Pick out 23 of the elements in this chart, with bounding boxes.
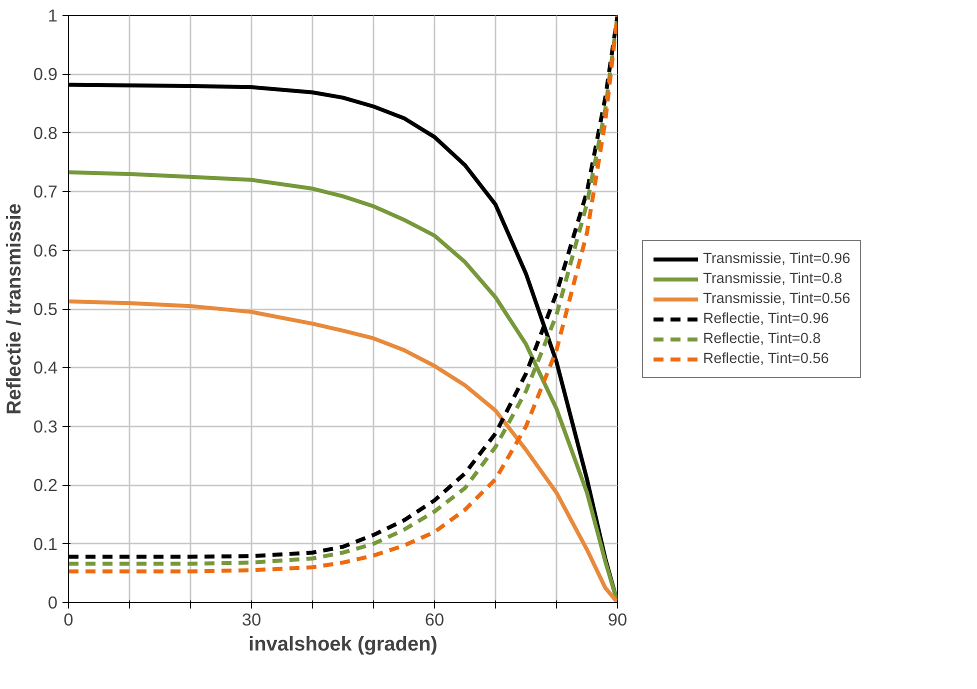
legend-label: Transmissie, Tint=0.8 bbox=[703, 270, 842, 286]
y-tick-label: 0.8 bbox=[33, 122, 58, 143]
x-tick-label: 30 bbox=[242, 610, 262, 630]
legend-label: Reflectie, Tint=0.8 bbox=[703, 330, 821, 346]
x-tick-label: 60 bbox=[424, 610, 444, 630]
y-tick-label: 0.5 bbox=[33, 299, 58, 319]
y-tick-label: 0.7 bbox=[33, 182, 58, 202]
y-tick-label: 0.1 bbox=[33, 534, 58, 554]
y-tick-label: 0.9 bbox=[33, 64, 58, 84]
y-tick-label: 0.2 bbox=[33, 475, 58, 496]
x-tick-label: 0 bbox=[64, 610, 74, 630]
y-tick-label: 0.3 bbox=[33, 416, 58, 436]
y-axis-title: Reflectie / transmissie bbox=[3, 203, 26, 415]
legend-label: Transmissie, Tint=0.56 bbox=[703, 290, 850, 306]
x-axis-title: invalshoek (graden) bbox=[248, 634, 438, 656]
legend-label: Reflectie, Tint=0.96 bbox=[703, 310, 829, 326]
x-tick-label: 90 bbox=[608, 610, 628, 630]
legend-label: Reflectie, Tint=0.56 bbox=[703, 350, 829, 366]
legend-label: Transmissie, Tint=0.96 bbox=[703, 250, 850, 266]
y-tick-label: 0.6 bbox=[33, 240, 58, 260]
y-tick-label: 1 bbox=[48, 6, 58, 26]
y-tick-label: 0 bbox=[48, 592, 58, 612]
y-tick-label: 0.4 bbox=[33, 358, 58, 378]
